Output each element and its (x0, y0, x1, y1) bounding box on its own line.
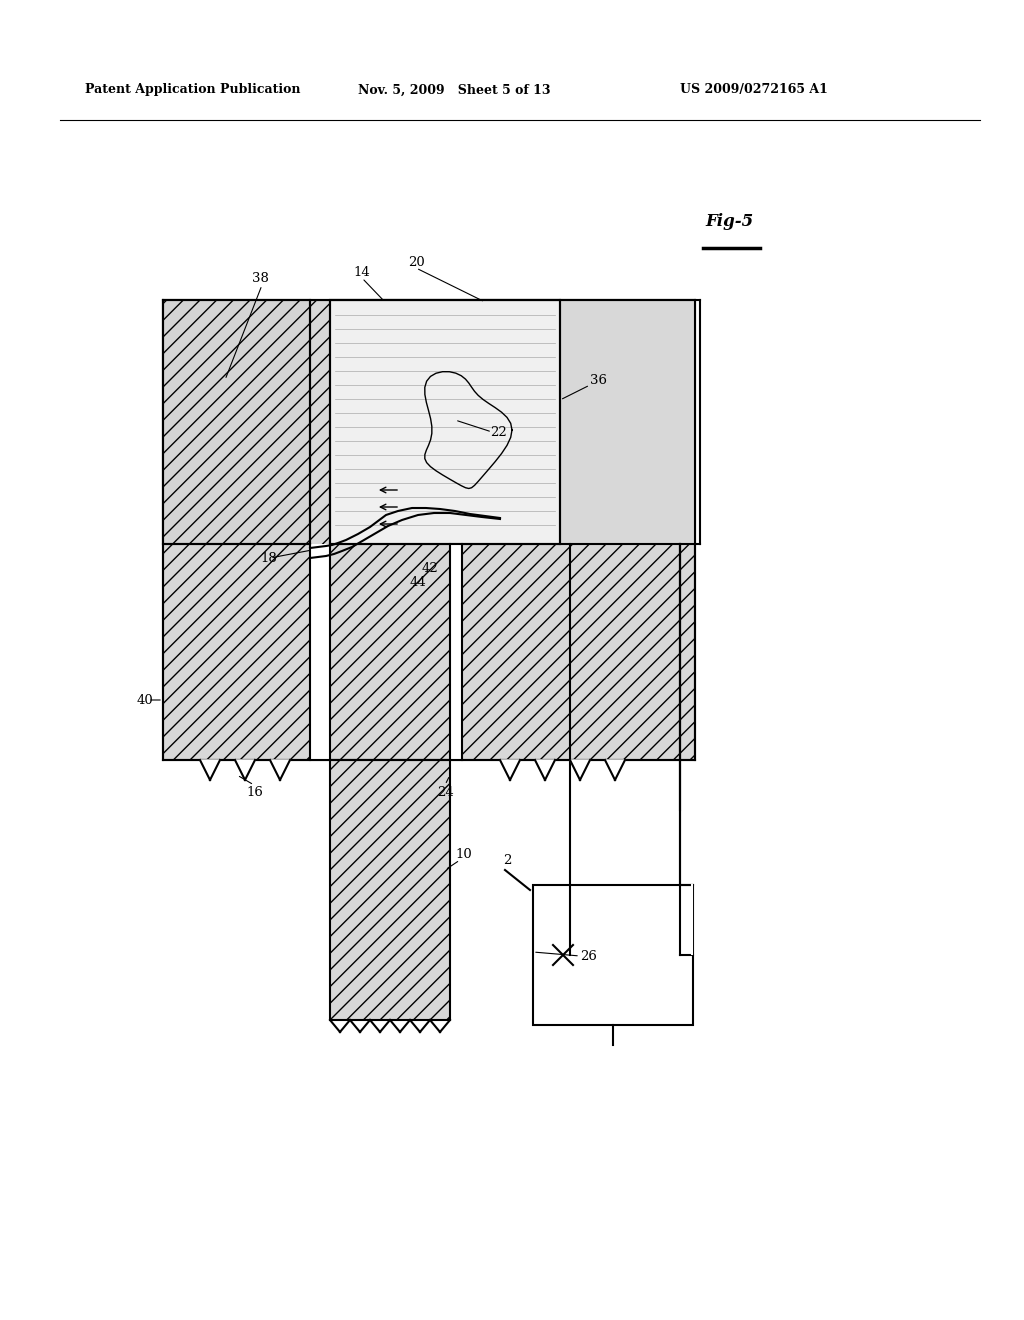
Text: Fig-5: Fig-5 (705, 213, 754, 230)
Text: 40: 40 (137, 693, 154, 706)
Bar (534, 884, 693, 1026)
Polygon shape (200, 760, 220, 780)
Bar (330, 300, 560, 544)
Text: 14: 14 (353, 265, 370, 279)
Text: 38: 38 (252, 272, 269, 285)
Bar (163, 300, 695, 760)
Text: 26: 26 (580, 949, 597, 962)
Bar (450, 544, 462, 760)
Polygon shape (234, 760, 255, 780)
Text: 10: 10 (455, 849, 472, 862)
Bar (330, 760, 450, 1020)
Text: 18: 18 (260, 552, 276, 565)
Text: Patent Application Publication: Patent Application Publication (85, 83, 300, 96)
Text: 36: 36 (590, 374, 607, 387)
Text: 42: 42 (422, 561, 438, 574)
Bar (310, 544, 330, 760)
Text: 22: 22 (490, 425, 507, 438)
Polygon shape (535, 760, 555, 780)
Text: 2: 2 (503, 854, 511, 866)
Text: 44: 44 (410, 577, 427, 590)
Text: US 2009/0272165 A1: US 2009/0272165 A1 (680, 83, 827, 96)
Polygon shape (500, 760, 520, 780)
Polygon shape (605, 760, 625, 780)
Text: 24: 24 (437, 785, 454, 799)
Text: 16: 16 (246, 785, 263, 799)
Text: Nov. 5, 2009   Sheet 5 of 13: Nov. 5, 2009 Sheet 5 of 13 (358, 83, 551, 96)
Text: 20: 20 (408, 256, 425, 268)
Polygon shape (570, 760, 590, 780)
Bar (560, 300, 695, 544)
Bar (163, 300, 310, 544)
Polygon shape (270, 760, 290, 780)
Bar (330, 300, 560, 544)
